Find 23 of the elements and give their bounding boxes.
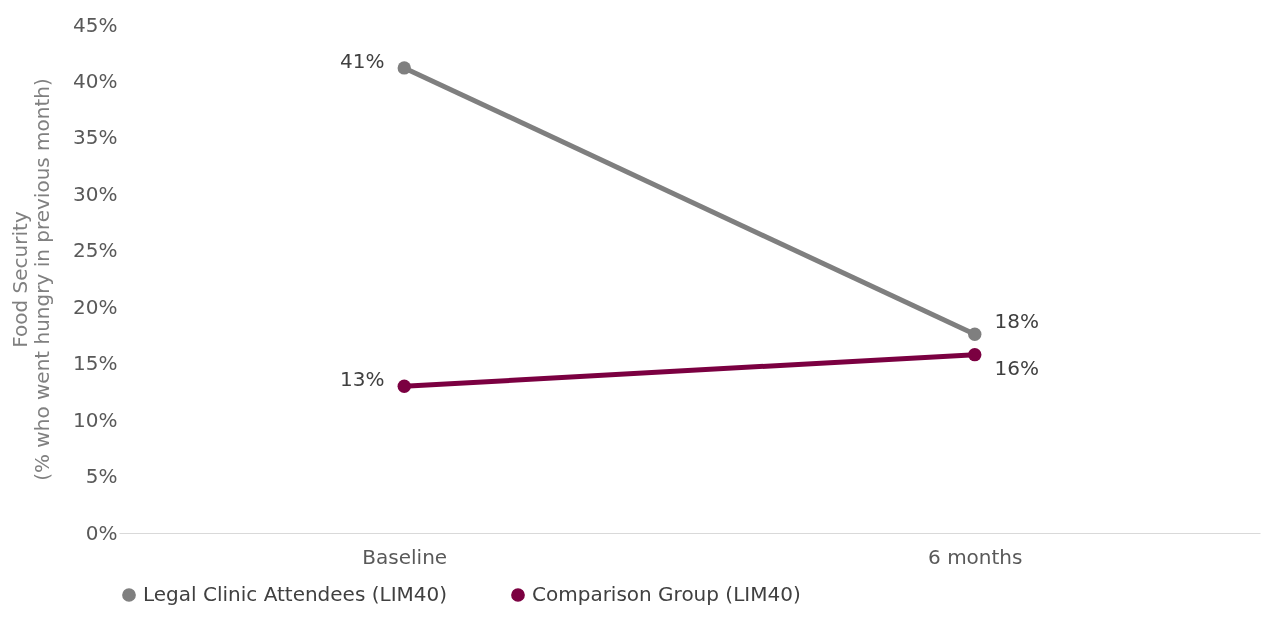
y-tick-label: 45% [73, 12, 118, 37]
point [397, 379, 411, 393]
y-tick-label: 40% [73, 68, 118, 93]
y-tick-label: 15% [73, 351, 118, 376]
y-tick-label: 25% [73, 238, 118, 263]
data-label: 18% [994, 309, 1039, 334]
point [397, 61, 411, 75]
legend-label: Comparison Group (LIM40) [532, 582, 801, 606]
data-label: 41% [340, 48, 385, 73]
legend-label: Legal Clinic Attendees (LIM40) [143, 582, 448, 606]
data-label: 13% [340, 367, 385, 392]
y-tick-label: 35% [73, 125, 118, 150]
y-tick-label: 10% [73, 407, 118, 432]
y-tick-label: 0% [85, 520, 118, 545]
y-axis-title: Food Security (% who went hungry in previous month) [8, 78, 55, 481]
y-tick-label: 30% [73, 181, 118, 206]
y-tick-label: 20% [73, 294, 118, 319]
data-label: 16% [994, 355, 1039, 380]
x-tick-label: Baseline [362, 544, 448, 569]
x-tick-label: 6 months [928, 544, 1023, 569]
point [968, 327, 982, 342]
point [968, 347, 982, 362]
y-tick-label: 5% [85, 464, 118, 489]
